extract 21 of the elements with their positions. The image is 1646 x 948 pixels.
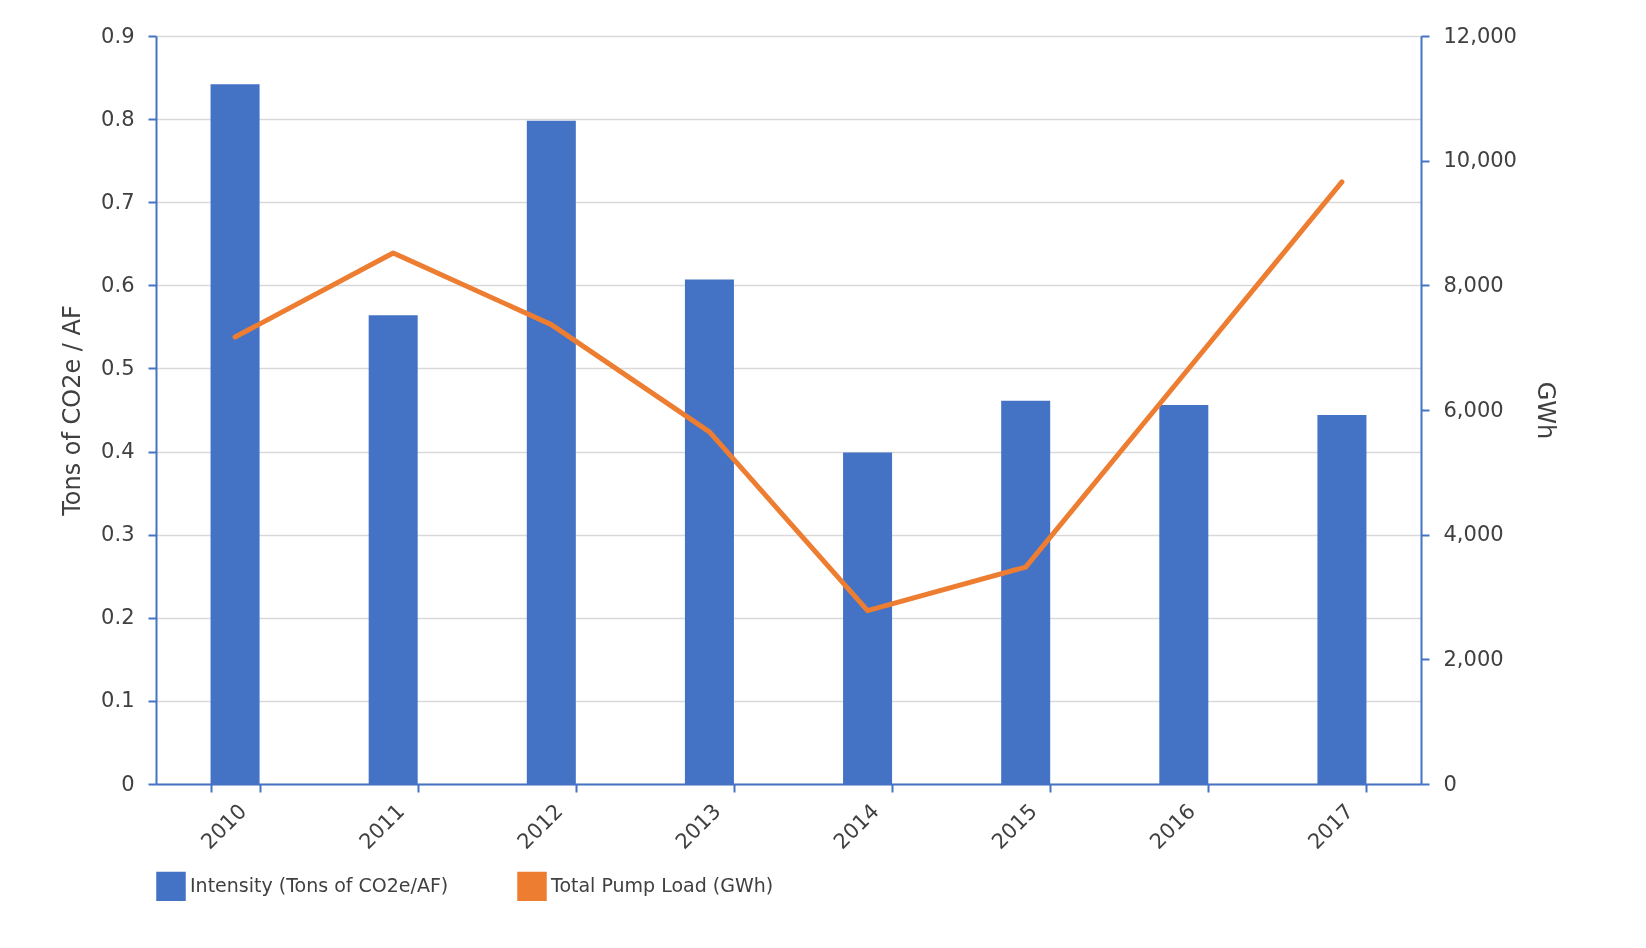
- y-tick-label: 0.9: [101, 23, 135, 48]
- y-tick-label: 0: [121, 771, 135, 796]
- y-tick-label: 0.8: [101, 106, 135, 131]
- y-tick-label: 0.1: [101, 688, 135, 713]
- y2-tick-label: 6,000: [1443, 397, 1504, 422]
- y2-axis-title: GWh: [1531, 381, 1560, 440]
- y-tick-label: 0.4: [101, 439, 135, 464]
- y2-tick-label: 10,000: [1443, 148, 1517, 173]
- legend-label: Total Pump Load (GWh): [550, 874, 774, 897]
- y-tick-label: 0.3: [101, 522, 135, 547]
- y2-tick-label: 4,000: [1443, 522, 1504, 547]
- y2-tick-label: 0: [1443, 771, 1457, 796]
- y-axis-title: Tons of CO2e / AF: [58, 305, 87, 517]
- y-tick-label: 0.6: [101, 272, 135, 297]
- y2-tick-label: 2,000: [1443, 646, 1504, 671]
- legend-label: Intensity (Tons of CO2e/AF): [190, 874, 449, 897]
- y-tick-label: 0.7: [101, 189, 135, 214]
- y-tick-label: 0.2: [101, 605, 135, 630]
- y-tick-label: 0.5: [101, 355, 135, 380]
- y2-tick-label: 12,000: [1443, 23, 1517, 48]
- y2-tick-label: 8,000: [1443, 272, 1504, 297]
